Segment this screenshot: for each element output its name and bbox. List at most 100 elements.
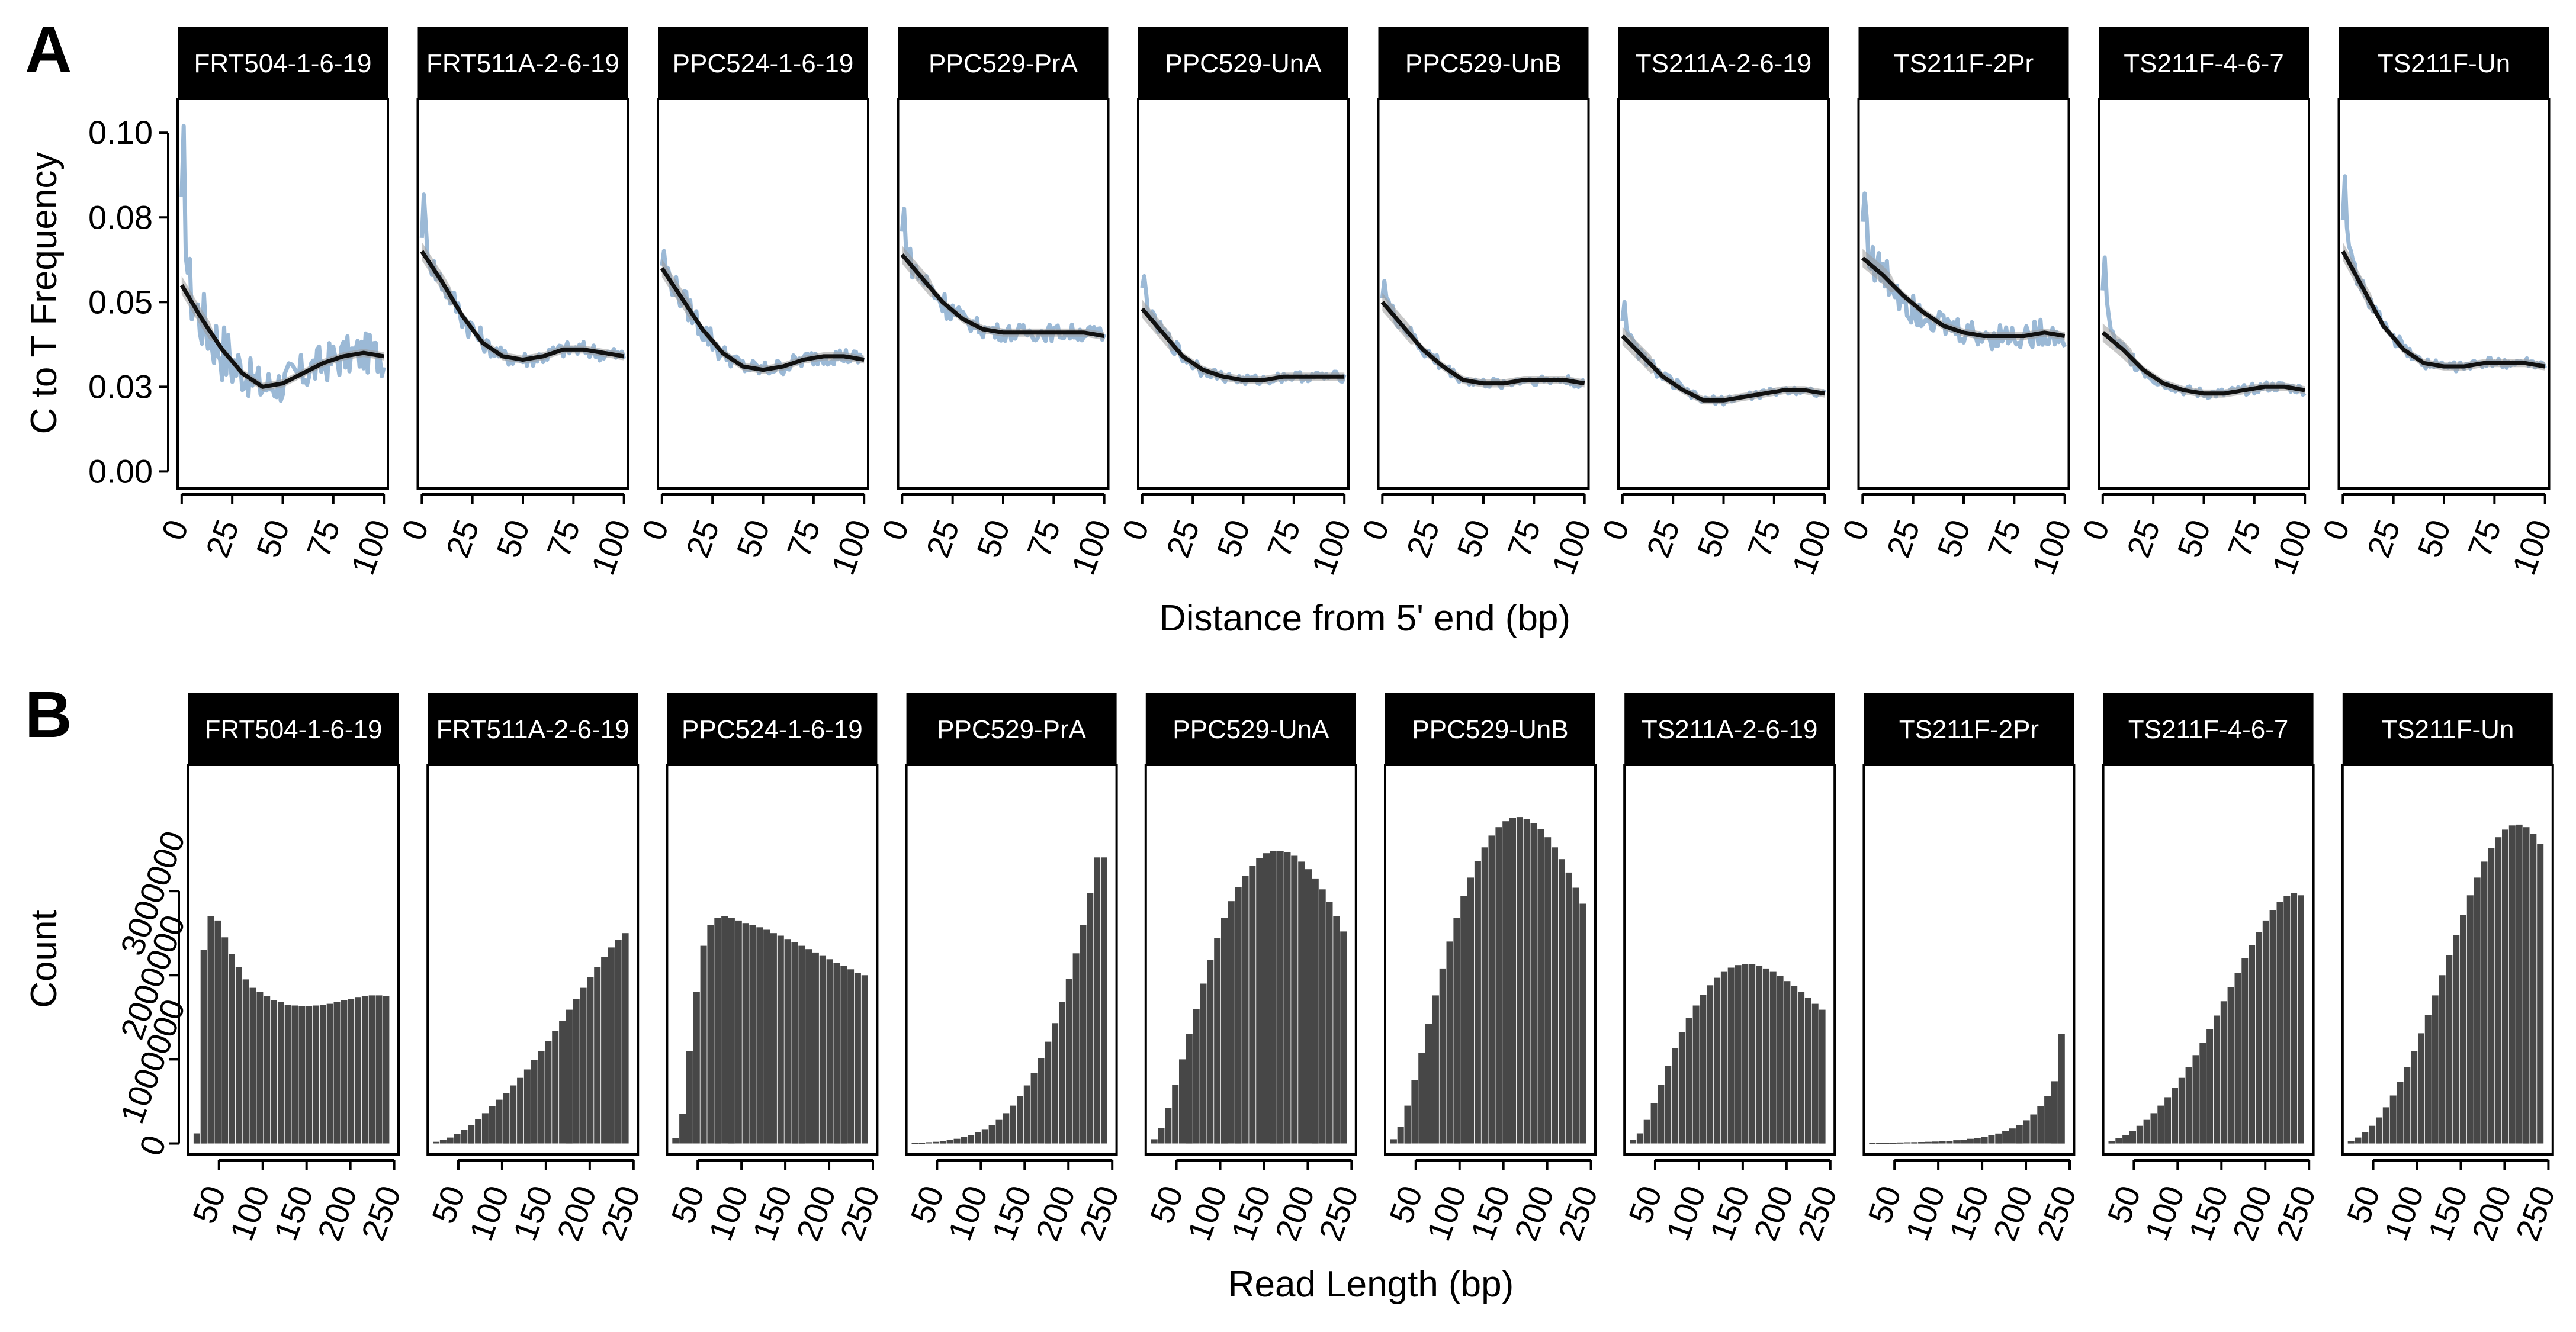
panel-b-histogram-bar [1819,1009,1826,1144]
panel-b-x-tick-label: 100 [940,1181,994,1246]
panel-b-histogram-bar [1481,847,1488,1144]
panel-b-histogram-bar [291,1005,298,1144]
panel-b-x-tick-label: 250 [593,1181,647,1246]
panel-b-facet-label: TS211A-2-6-19 [1642,715,1818,744]
panel-b-histogram-bar [1284,852,1291,1144]
panel-a-x-tick-label: 0 [1355,515,1396,545]
panel-b-x-tick-label: 200 [2225,1181,2279,1246]
panel-b-facet-frame [666,764,879,1156]
panel-b-histogram-bar [306,1006,313,1144]
panel-a-x-tick-label: 50 [729,515,777,562]
panel-b-histogram-bar [975,1132,981,1144]
panel-b-histogram-bar [481,1113,489,1144]
panel-b-histogram-bar [1804,998,1811,1144]
panel-b-histogram-bar [1030,1073,1038,1144]
panel-b-histogram-bar [608,947,615,1144]
panel-b-x-tick-label: 150 [2181,1181,2235,1246]
panel-b-histogram-bar [981,1129,988,1144]
panel-b-histogram-bar [918,1143,926,1144]
panel-b-histogram-bar [1270,851,1277,1144]
panel-b-histogram-bar [1530,823,1537,1144]
panel-b-histogram-bar [1630,1140,1637,1144]
panel-a-facet-strip [1858,27,2069,99]
panel-b-histogram-bar [1967,1138,1974,1144]
panel-b-histogram-bar [1023,1085,1030,1144]
panel-a-facet-strip [417,27,628,99]
panel-b-histogram-bar [679,1114,686,1144]
panel-b-histogram-bar [1446,941,1453,1144]
panel-b-histogram-bar [1749,964,1756,1144]
panel-b-histogram-bar [1769,971,1777,1144]
panel-b-histogram-bar [2199,1043,2206,1144]
panel-a-facet-frame [176,98,389,490]
panel-b-x-tick-label: 150 [984,1181,1038,1246]
panel-b-histogram-bar [1714,977,1721,1144]
panel-b-histogram-bar [1179,1059,1186,1144]
panel-b-facet-strip [906,693,1117,765]
panel-b-histogram-bar [1918,1142,1925,1144]
panel-b-histogram-bar [1305,869,1312,1144]
panel-b-facet-label: PPC529-PrA [937,715,1087,744]
panel-a-x-tick-label: 0 [1835,515,1877,545]
panel-b-facet-frame [187,764,400,1156]
panel-b-x-tick-label: 200 [310,1181,364,1246]
panel-b-histogram-bar [819,955,826,1144]
panel-b-histogram-bar [1883,1143,1890,1144]
panel-b-facet-label: FRT511A-2-6-19 [436,715,629,744]
panel-b-histogram-bar [2404,1067,2411,1144]
panel-b-histogram-bar [2481,861,2488,1144]
panel-a-x-tick-label: 100 [1304,515,1358,580]
panel-a-facet-frame [657,98,869,490]
panel-b-x-tick-label: 150 [506,1181,560,1246]
panel-a-facet-strip [178,27,388,99]
panel-a-x-tick-label: 100 [824,515,878,580]
panel-a-x-tick-label: 100 [2265,515,2318,580]
panel-b-histogram-bar [454,1134,461,1144]
panel-b-histogram-bar [1326,902,1333,1144]
panel-a-x-tick-label: 0 [1595,515,1636,545]
panel-a-x-axis-title: Distance from 5' end (bp) [1159,598,1570,639]
panel-b-histogram-bar [798,945,805,1144]
panel-b-histogram-bar [2256,932,2262,1144]
panel-a-x-tick-label: 25 [1399,515,1447,562]
panel-b-histogram-bar [1467,877,1474,1144]
panel-b-histogram-bar [1636,1133,1643,1144]
panel-a-x-tick-label: 25 [2359,515,2407,562]
panel-b-histogram-bar [1319,889,1326,1144]
panel-b-histogram-bar [1678,1032,1685,1144]
panel-b-histogram-bar [784,939,791,1144]
panel-b-facet-frame [2102,764,2315,1156]
panel-b-x-tick-label: 200 [1028,1181,1082,1246]
panel-b-histogram-bar [1059,1002,1065,1144]
panel-b-histogram-bar [1065,979,1072,1144]
panel-b-histogram-bar [375,995,383,1144]
panel-b-histogram-bar [447,1137,454,1144]
panel-a-facet-frame [2337,98,2551,490]
panel-b-x-tick-label: 200 [1507,1181,1561,1246]
panel-b-histogram-bar [1925,1141,1932,1144]
panel-a-facet-label: TS211F-2Pr [1894,49,2034,78]
panel-b-histogram-bar [1502,821,1509,1144]
panel-b-x-tick-label: 50 [1142,1181,1190,1228]
panel-b-histogram-bar [1995,1133,2002,1144]
panel-a-facet-label: PPC524-1-6-19 [673,49,854,78]
panel-b-histogram-bar [249,987,256,1144]
panel-b-facet-frame [426,764,640,1156]
panel-b-histogram-bar [2495,837,2502,1144]
panel-b-x-tick-label: 200 [1746,1181,1800,1246]
panel-b-histogram-bar [693,992,700,1144]
panel-b-histogram-bar [503,1093,510,1144]
panel-b-facet-strip [188,693,399,765]
panel-b-x-tick-label: 50 [185,1181,233,1228]
panel-b-histogram-bar [735,920,742,1144]
panel-b-histogram-bar [2002,1131,2009,1144]
panel-b-x-tick-label: 200 [789,1181,843,1246]
panel-b-histogram-bar [1685,1018,1692,1144]
panel-b-read-length: 0100000020000003000000FRT504-1-6-1950100… [113,693,2562,1246]
panel-a-raw-line [419,192,627,368]
panel-b-histogram-bar [826,959,833,1144]
panel-a-x-tick-label: 100 [584,515,638,580]
panel-a-x-tick-label: 75 [1980,515,2028,562]
